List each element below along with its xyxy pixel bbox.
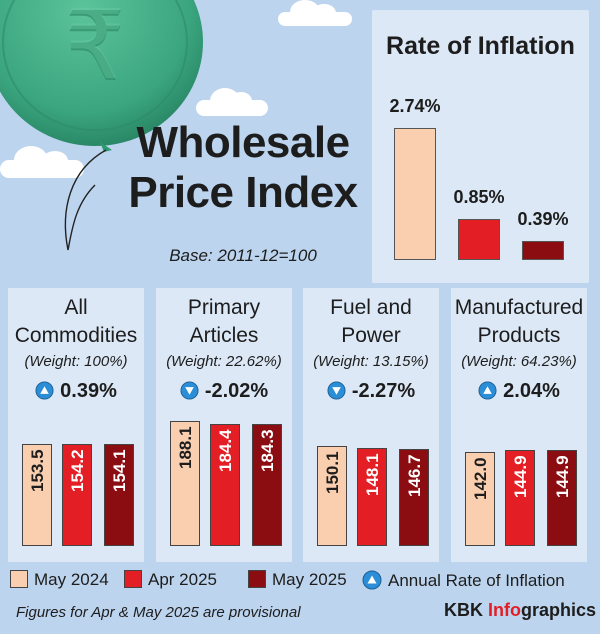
card-rate-value: -2.27% bbox=[351, 380, 416, 402]
inflation-chart-title: Rate of Inflation bbox=[386, 32, 575, 60]
legend-item-may-2024: May 2024 bbox=[10, 570, 109, 590]
up-triangle-icon bbox=[35, 381, 54, 400]
inflation-bar-2 bbox=[458, 219, 500, 260]
wpi-bar-value-label: 148.1 bbox=[363, 453, 382, 496]
card-title: Manufactured Products bbox=[451, 294, 587, 350]
card-rate: 0.39% bbox=[8, 380, 144, 403]
rate-of-inflation-panel: Rate of Inflation 2.74% 0.85% 0.39% bbox=[372, 10, 589, 283]
wpi-bar bbox=[210, 423, 240, 546]
svg-text:₹: ₹ bbox=[64, 0, 125, 101]
card-title: Fuel and Power bbox=[303, 294, 439, 350]
card-bars: 150.1 148.1 146.7 bbox=[303, 288, 439, 562]
card-title-line-2: Products bbox=[477, 324, 561, 347]
card-title-line-1: Manufactured bbox=[454, 296, 584, 319]
wpi-bar-value-label: 150.1 bbox=[323, 451, 342, 495]
card-rate-value: -2.02% bbox=[204, 380, 269, 402]
base-year-note: Base: 2011-12=100 bbox=[169, 246, 317, 265]
cloud-decoration bbox=[278, 0, 352, 26]
card-title-line-1: Fuel and bbox=[330, 296, 412, 319]
down-triangle-icon bbox=[327, 381, 346, 400]
card-all-commodities: All Commodities (Weight: 100%) 0.39% 153… bbox=[8, 288, 144, 562]
card-title-line-2: Power bbox=[341, 324, 401, 347]
title-line-1: Wholesale bbox=[136, 118, 350, 167]
card-weight: (Weight: 100%) bbox=[24, 353, 128, 370]
wpi-bar-value-label: 154.2 bbox=[68, 449, 87, 492]
wpi-bar bbox=[252, 423, 282, 546]
inflation-bar-1 bbox=[394, 128, 436, 260]
wpi-bar-value-label: 184.4 bbox=[216, 429, 235, 472]
card-title-line-2: Commodities bbox=[14, 324, 138, 347]
legend: May 2024 Apr 2025 May 2025 Annual Rate o… bbox=[10, 570, 600, 592]
wpi-bar bbox=[399, 448, 429, 546]
wpi-bar-value-label: 154.1 bbox=[110, 449, 129, 492]
card-title-line-2: Articles bbox=[189, 324, 259, 347]
card-weight: (Weight: 22.62%) bbox=[166, 353, 282, 370]
card-rate-value: 2.04% bbox=[503, 380, 560, 402]
card-rate: -2.27% bbox=[303, 380, 439, 403]
wpi-bar-value-label: 144.9 bbox=[553, 455, 572, 498]
brand-part: graphics bbox=[521, 600, 597, 620]
wpi-bar bbox=[465, 451, 495, 546]
down-triangle-icon bbox=[180, 381, 199, 400]
up-triangle-icon bbox=[478, 381, 497, 400]
card-bars: 153.5 154.2 154.1 bbox=[8, 288, 144, 562]
svg-text:₹: ₹ bbox=[64, 0, 125, 103]
card-bars: 142.0 144.9 144.9 bbox=[451, 288, 587, 562]
legend-swatch bbox=[124, 570, 142, 588]
legend-item-annual-rate: Annual Rate of Inflation bbox=[362, 570, 565, 591]
card-rate: 2.04% bbox=[451, 380, 587, 403]
legend-item-apr-2025: Apr 2025 bbox=[124, 570, 217, 590]
legend-label: May 2024 bbox=[34, 570, 109, 589]
card-weight: (Weight: 64.23%) bbox=[461, 353, 577, 370]
wpi-bar bbox=[62, 443, 92, 546]
card-fuel-and-power: Fuel and Power (Weight: 13.15%) -2.27% 1… bbox=[303, 288, 439, 562]
title-line-2: Price Index bbox=[128, 168, 358, 217]
wpi-bar-value-label: 142.0 bbox=[471, 457, 490, 500]
wpi-bar bbox=[104, 443, 134, 546]
cloud-decoration bbox=[196, 88, 268, 116]
card-weight: (Weight: 13.15%) bbox=[313, 353, 429, 370]
page-title: Wholesale Price Index bbox=[118, 118, 368, 218]
wpi-bar-value-label: 153.5 bbox=[28, 449, 47, 493]
card-title-line-1: All bbox=[64, 296, 88, 319]
card-manufactured-products: Manufactured Products (Weight: 64.23%) 2… bbox=[451, 288, 587, 562]
card-rate-value: 0.39% bbox=[60, 380, 117, 402]
card-bars: 188.1 184.4 184.3 bbox=[156, 288, 292, 562]
rupee-coin-balloon-icon: ₹ ₹ bbox=[0, 0, 220, 260]
footnote: Figures for Apr & May 2025 are provision… bbox=[16, 604, 301, 621]
card-title: Primary Articles bbox=[156, 294, 292, 350]
up-triangle-icon bbox=[362, 570, 382, 590]
brand-part-accent: Info bbox=[488, 600, 521, 620]
wpi-bar bbox=[547, 449, 577, 546]
legend-swatch bbox=[248, 570, 266, 588]
brand-logo: KBK Infographics bbox=[444, 600, 596, 621]
wpi-bar bbox=[317, 446, 347, 546]
card-rate: -2.02% bbox=[156, 380, 292, 403]
wpi-bar bbox=[170, 421, 200, 546]
legend-label: May 2025 bbox=[272, 570, 347, 589]
wpi-bar bbox=[357, 447, 387, 546]
card-title: All Commodities bbox=[8, 294, 144, 350]
wpi-bar-value-label: 146.7 bbox=[405, 454, 424, 497]
wpi-bar bbox=[505, 449, 535, 546]
wpi-bar bbox=[22, 444, 52, 546]
card-title-line-1: Primary bbox=[187, 296, 261, 319]
inflation-value-label: 0.85% bbox=[453, 187, 505, 208]
legend-label: Apr 2025 bbox=[148, 570, 217, 589]
card-primary-articles: Primary Articles (Weight: 22.62%) -2.02%… bbox=[156, 288, 292, 562]
cloud-decoration bbox=[0, 146, 84, 178]
wpi-bar-value-label: 188.1 bbox=[176, 426, 195, 470]
inflation-value-label: 2.74% bbox=[389, 96, 441, 116]
legend-swatch bbox=[10, 570, 28, 588]
wpi-bar-value-label: 144.9 bbox=[511, 455, 530, 498]
inflation-bar-3 bbox=[522, 241, 564, 260]
brand-part: KBK bbox=[444, 600, 488, 620]
legend-item-may-2025: May 2025 bbox=[248, 570, 347, 590]
wpi-bar-value-label: 184.3 bbox=[258, 429, 277, 472]
inflation-value-label: 0.39% bbox=[517, 209, 569, 230]
legend-label: Annual Rate of Inflation bbox=[388, 571, 565, 590]
